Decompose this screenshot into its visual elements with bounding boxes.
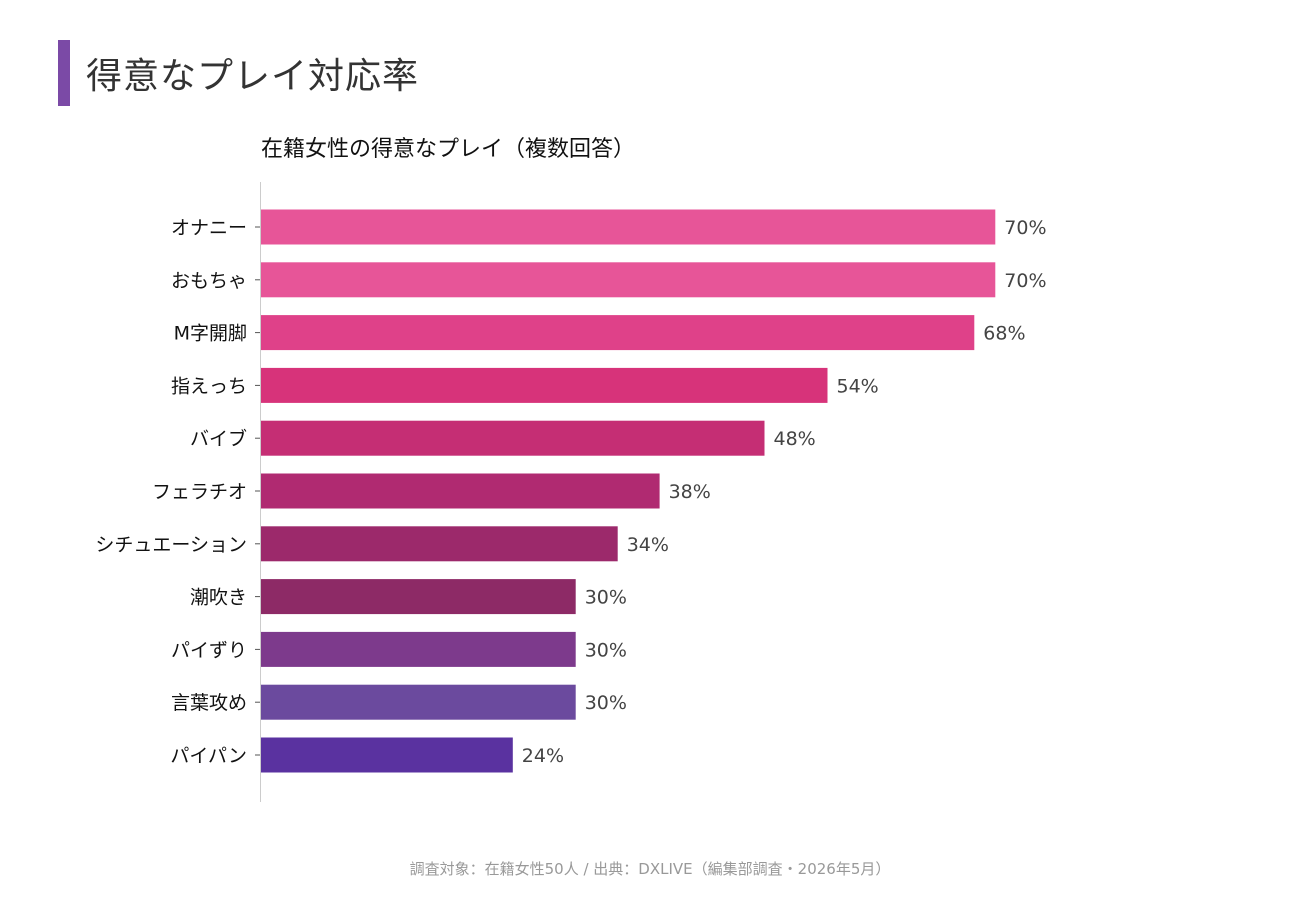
category-label: オナニー (171, 217, 247, 239)
value-label: 30% (585, 692, 627, 714)
bar (261, 420, 765, 456)
value-label: 34% (627, 534, 669, 556)
category-label: M字開脚 (174, 323, 247, 345)
bar (261, 737, 513, 773)
category-label: 言葉攻め (171, 692, 247, 714)
bar (261, 684, 576, 720)
bars-layer: オナニー 70% おもちゃ 70% M字開脚 68% 指えっち 54% バイブ 48% フェラチオ 3… (95, 209, 1047, 773)
category-label: パイパン (170, 745, 247, 767)
category-label: バイブ (190, 427, 247, 450)
footer-source: 調査対象：在籍女性50人 / 出典：DXLIVE（編集部調査・2026年5月） (409, 860, 891, 878)
category-label: おもちゃ (171, 270, 247, 292)
bar (261, 315, 975, 351)
bar (261, 367, 828, 403)
title-accent-bar (58, 40, 70, 106)
category-label: 指えっち (171, 375, 247, 397)
category-label: 潮吹き (190, 587, 247, 609)
bar (261, 579, 576, 615)
value-label: 70% (1004, 217, 1046, 239)
bar (261, 473, 660, 509)
chart-title: 在籍女性の得意なプレイ（複数回答） (261, 137, 635, 162)
value-label: 54% (837, 375, 879, 397)
value-label: 68% (983, 323, 1025, 345)
value-label: 70% (1004, 270, 1046, 292)
category-label: シチュエーション (95, 534, 247, 556)
bar-chart: 在籍女性の得意なプレイ（複数回答） オナニー 70% おもちゃ 70% M字開脚 68% 指… (95, 137, 1047, 802)
bar (261, 262, 996, 298)
category-label: フェラチオ (152, 481, 247, 503)
value-label: 30% (585, 587, 627, 609)
value-label: 24% (522, 745, 564, 767)
bar (261, 209, 996, 245)
bar (261, 526, 618, 562)
page-title: 得意なプレイ対応率 (86, 56, 420, 97)
value-label: 30% (585, 639, 627, 661)
value-label: 48% (774, 428, 816, 450)
category-label: パイずり (171, 639, 247, 661)
value-label: 38% (669, 481, 711, 503)
bar (261, 631, 576, 667)
page-header: 得意なプレイ対応率 (58, 40, 419, 106)
